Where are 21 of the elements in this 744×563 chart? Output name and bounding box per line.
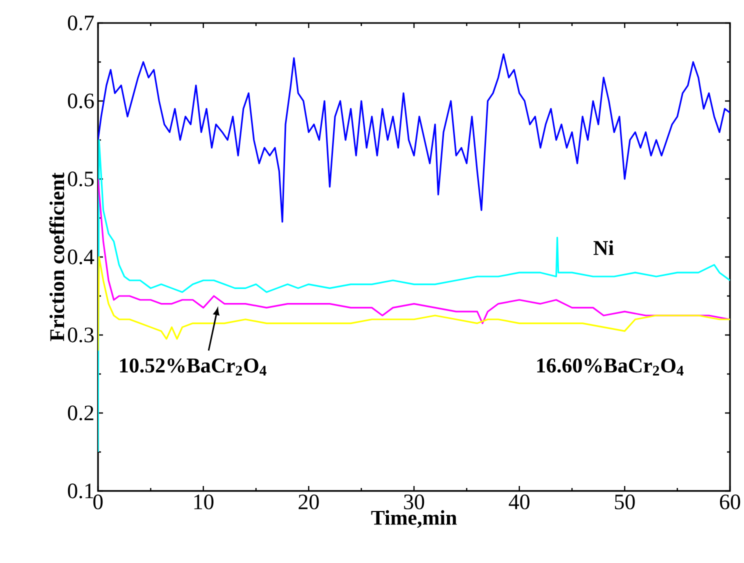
series-label: 16.60%BaCr$_{2}$O$_{4}$	[537, 358, 684, 376]
x-tick-label: 20	[298, 494, 319, 510]
y-tick-label: 0.4	[68, 250, 94, 264]
y-tick-label: 0.5	[68, 172, 94, 186]
line-series	[98, 53, 730, 223]
x-tick-label: 50	[615, 494, 635, 510]
line-series	[98, 139, 730, 453]
x-tick-label: 0	[93, 494, 103, 510]
y-tick-label: 0.7	[68, 16, 94, 30]
x-tick-label: 60	[720, 494, 740, 510]
text: 10.52%BaCr$_{2}$O$_{4}$	[120, 358, 266, 376]
y-tick-label: 0.2	[68, 406, 94, 420]
y-axis-title: Friction coefficient	[49, 172, 64, 342]
y-tick-label: 0.3	[68, 328, 94, 342]
y-tick-label: 0.1	[68, 484, 94, 498]
x-tick-label: 40	[508, 494, 530, 510]
x-tick-label: 10	[194, 494, 214, 510]
series-label: Ni	[594, 240, 614, 255]
x-tick-label: 30	[404, 494, 424, 510]
x-axis-title: Time,min	[371, 510, 457, 528]
y-tick-label: 0.6	[68, 94, 94, 108]
